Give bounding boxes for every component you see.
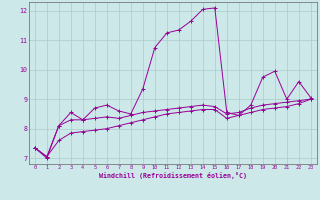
X-axis label: Windchill (Refroidissement éolien,°C): Windchill (Refroidissement éolien,°C) bbox=[99, 172, 247, 179]
